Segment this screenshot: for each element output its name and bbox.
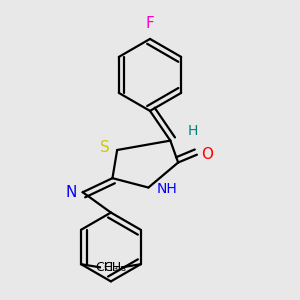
Text: CH₃: CH₃ (103, 261, 126, 274)
Text: NH: NH (156, 182, 177, 196)
Text: N: N (66, 185, 77, 200)
Text: S: S (100, 140, 109, 155)
Text: F: F (146, 16, 154, 31)
Text: O: O (202, 147, 214, 162)
Text: CH₃: CH₃ (96, 261, 119, 274)
Text: H: H (188, 124, 198, 138)
